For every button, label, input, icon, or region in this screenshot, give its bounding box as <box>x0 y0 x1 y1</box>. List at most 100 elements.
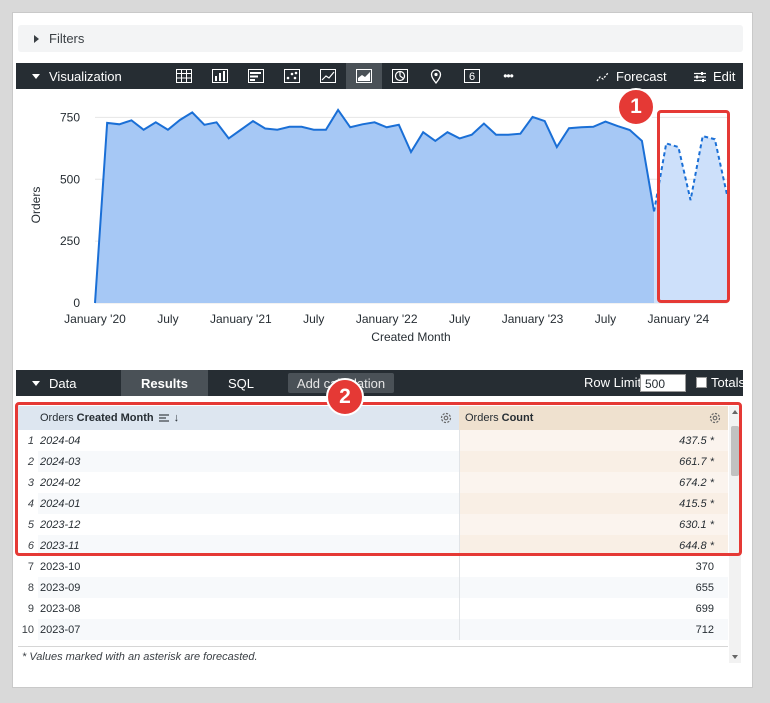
gear-icon[interactable] <box>708 411 722 425</box>
tab-sql[interactable]: SQL <box>227 375 254 391</box>
created-month-cell[interactable]: 2023-09 <box>38 577 459 598</box>
table-row[interactable]: 4 2024-01 415.5 * <box>18 493 728 514</box>
more-icon[interactable]: ••• <box>490 63 526 89</box>
created-month-cell[interactable]: 2023-10 <box>40 560 81 573</box>
area-chart: 0 250 500 750 January '20 July January '21 July… <box>29 108 728 344</box>
row-number: 5 <box>27 518 34 531</box>
area-chart-icon[interactable] <box>346 63 382 89</box>
edit-button[interactable]: Edit <box>693 69 735 84</box>
scrollbar-thumb[interactable] <box>731 426 739 476</box>
table-row[interactable]: 1 2024-04 437.5 * <box>18 430 728 451</box>
orders-count-cell[interactable]: 370 <box>459 556 728 577</box>
more-glyph: ••• <box>503 69 514 83</box>
table-row[interactable]: 9 2023-08 699 <box>18 598 728 619</box>
line-chart-icon[interactable] <box>310 63 346 89</box>
caret-right-icon <box>34 34 39 43</box>
orders-count-cell[interactable]: 699 <box>459 598 728 619</box>
created-month-cell[interactable]: 2023-11 <box>38 535 459 556</box>
forecast-label: Forecast <box>616 69 667 84</box>
callout-badge-1: 1 <box>617 88 655 126</box>
y-tick-label: 0 <box>73 296 80 310</box>
created-month-cell[interactable]: 2024-03 <box>38 451 459 472</box>
data-bar: Data Results SQL Add calculation Row Lim… <box>16 370 745 396</box>
col2-bold: Count <box>501 412 534 424</box>
col1-prefix: Orders <box>40 412 74 424</box>
table-row[interactable]: 7 2023-10 370 <box>18 556 728 577</box>
row-limit-label: Row Limit <box>584 375 642 390</box>
scroll-down-icon[interactable] <box>731 654 739 660</box>
row-number: 10 <box>21 623 34 636</box>
x-tick-label: January '21 <box>210 312 272 326</box>
column-header-created-month[interactable]: Orders Created Month ↓ <box>18 406 459 430</box>
y-axis-title: Orders <box>29 187 43 224</box>
caret-down-icon[interactable] <box>32 380 40 386</box>
table-row[interactable]: 6 2023-11 644.8 * <box>18 535 728 556</box>
forecast-area <box>654 136 727 303</box>
edit-label: Edit <box>713 69 736 84</box>
data-label[interactable]: Data <box>49 375 77 391</box>
created-month-cell[interactable]: 2024-04 <box>40 434 81 447</box>
created-month-cell[interactable]: 2023-12 <box>40 518 81 531</box>
forecast-rows-highlight-box <box>15 402 742 556</box>
filters-section[interactable]: Filters <box>18 25 743 52</box>
table-row[interactable]: 5 2023-12 630.1 * <box>18 514 728 535</box>
pie-chart-icon[interactable] <box>382 63 418 89</box>
x-tick-label: July <box>595 312 616 326</box>
sort-arrow-icon: ↓ <box>173 412 180 424</box>
orders-count-cell[interactable]: 655 <box>459 577 728 598</box>
row-number: 1 <box>27 434 34 447</box>
callout-badge-2: 2 <box>326 378 364 416</box>
single-value-icon[interactable]: 6 <box>454 63 490 89</box>
visualization-type-picker: 6 ••• <box>166 63 526 89</box>
orders-count-cell[interactable]: 415.5 * <box>459 493 728 514</box>
created-month-cell[interactable]: 2024-02 <box>40 476 81 489</box>
orders-count-cell[interactable]: 630.1 * <box>459 514 728 535</box>
map-pin-icon[interactable] <box>418 63 454 89</box>
table-row[interactable]: 3 2024-02 674.2 * <box>18 472 728 493</box>
visualization-label[interactable]: Visualization <box>49 68 122 84</box>
column-chart-icon[interactable] <box>202 63 238 89</box>
x-tick-label: July <box>157 312 178 326</box>
data-tabs: Results SQL <box>121 370 274 396</box>
table-row[interactable]: 8 2023-09 655 <box>18 577 728 598</box>
totals-checkbox[interactable] <box>696 377 707 388</box>
totals-label: Totals <box>711 375 745 390</box>
sliders-icon <box>694 71 706 82</box>
row-number: 8 <box>27 581 34 594</box>
row-number: 4 <box>27 497 34 510</box>
table-body: 1 2024-04 437.5 * 2 2024-03 661.7 * 3 2024-02 67… <box>18 430 728 640</box>
orders-count-cell[interactable]: 674.2 * <box>459 472 728 493</box>
single-value-glyph: 6 <box>469 71 475 83</box>
orders-count-cell[interactable]: 644.8 * <box>459 535 728 556</box>
forecast-line <box>653 134 728 212</box>
table-icon[interactable] <box>166 63 202 89</box>
history-line <box>94 108 656 304</box>
table-row[interactable]: 2 2024-03 661.7 * <box>18 451 728 472</box>
scatter-icon[interactable] <box>274 63 310 89</box>
gear-icon[interactable] <box>439 411 453 425</box>
row-number: 9 <box>27 602 34 615</box>
column-header-orders-count[interactable]: Orders Count <box>459 406 728 430</box>
x-axis-title: Created Month <box>371 330 450 344</box>
tab-results[interactable]: Results <box>121 370 208 396</box>
orders-count-cell[interactable]: 712 <box>459 619 728 640</box>
orders-count-cell[interactable]: 437.5 * <box>459 430 728 451</box>
scroll-up-icon[interactable] <box>731 409 739 415</box>
y-tick-label: 750 <box>60 110 80 124</box>
totals-toggle[interactable]: Totals <box>696 375 745 390</box>
table-row[interactable]: 10 2023-07 712 <box>18 619 728 640</box>
x-tick-label: July <box>449 312 470 326</box>
row-number: 2 <box>27 455 34 468</box>
created-month-cell[interactable]: 2023-07 <box>38 619 459 640</box>
created-month-cell[interactable]: 2024-01 <box>38 493 459 514</box>
col1-bold: Created Month <box>76 412 154 424</box>
orders-count-cell[interactable]: 661.7 * <box>459 451 728 472</box>
row-number: 3 <box>27 476 34 489</box>
y-tick-label: 500 <box>60 172 80 186</box>
forecast-button[interactable]: Forecast <box>596 69 667 84</box>
created-month-cell[interactable]: 2023-08 <box>40 602 81 615</box>
row-limit-input[interactable]: 500 <box>640 374 686 392</box>
bar-chart-icon[interactable] <box>238 63 274 89</box>
table-scrollbar[interactable] <box>729 406 741 663</box>
caret-down-icon[interactable] <box>32 73 40 79</box>
